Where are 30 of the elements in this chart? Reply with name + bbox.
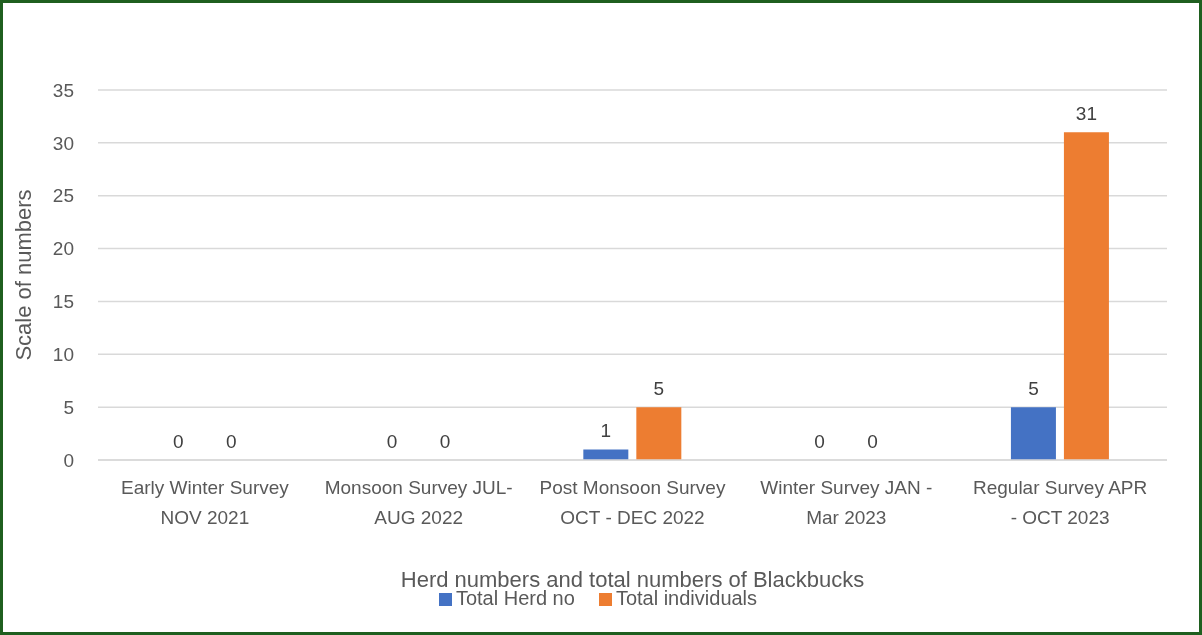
x-tick-label: Early Winter Survey NOV 2021 [120, 477, 290, 528]
y-tick-label: 15 [52, 291, 74, 313]
data-label: 5 [1028, 378, 1039, 400]
legend-label: Total Herd no [455, 587, 575, 609]
y-tick-label: 25 [52, 185, 74, 207]
y-tick-label: 35 [52, 79, 74, 101]
y-tick-label: 10 [52, 344, 74, 366]
x-tick-label: Regular Survey APR - OCT 2023 [972, 477, 1148, 528]
y-tick-label: 20 [52, 238, 74, 260]
y-tick-label: 5 [63, 396, 74, 418]
bar [636, 407, 682, 460]
data-label: 5 [653, 378, 665, 400]
data-label: 0 [867, 430, 878, 452]
data-label: 0 [225, 430, 237, 452]
bar [583, 449, 629, 460]
x-tick-label: Winter Survey JAN - Mar 2023 [760, 477, 933, 528]
bar [1010, 407, 1056, 460]
data-label: 31 [1075, 103, 1097, 125]
data-label: 0 [172, 430, 184, 452]
data-label: 1 [600, 420, 612, 442]
legend-label: Total individuals [615, 587, 758, 609]
x-tick-label: Monsoon Survey JUL- AUG 2022 [324, 477, 513, 528]
y-axis-title: Scale of numbers [10, 189, 36, 361]
data-label: 0 [814, 430, 825, 452]
y-tick-label: 0 [63, 449, 74, 471]
x-tick-label: Post Monsoon Survey OCT - DEC 2022 [539, 477, 726, 528]
bar [1063, 132, 1109, 460]
data-label: 0 [386, 430, 398, 452]
y-tick-label: 30 [52, 132, 74, 154]
data-label: 0 [439, 430, 451, 452]
